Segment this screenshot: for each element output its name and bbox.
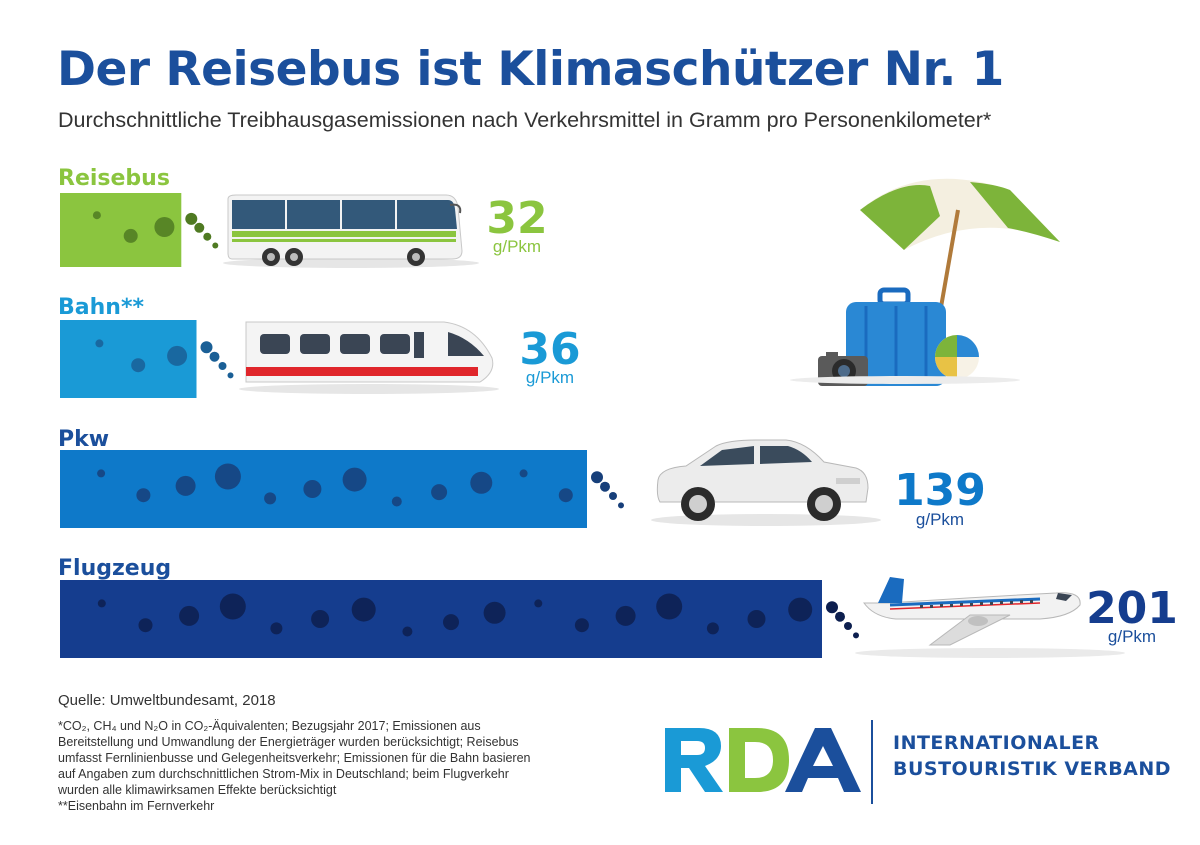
emission-cloud (591, 471, 603, 484)
emission-cloud (97, 599, 106, 608)
emission-cloud (200, 341, 213, 354)
footnote-line: wurden alle klimawirksamen Effekte berüc… (58, 783, 337, 797)
emission-cloud (609, 492, 617, 500)
suitcase-icon (846, 287, 946, 386)
train-icon (239, 321, 499, 394)
emission-cloud (179, 605, 200, 626)
emission-cloud (483, 601, 506, 624)
source-text: Quelle: Umweltbundesamt, 2018 (58, 692, 276, 709)
unit-bahn: g/Pkm (525, 368, 575, 387)
beach-ball-icon (935, 335, 979, 379)
footnote-line: *CO₂, CH₄ und N₂O in CO₂-Äquivalenten; B… (58, 719, 481, 733)
emission-cloud (264, 492, 277, 505)
value-reisebus: 32 (486, 193, 548, 244)
emission-cloud (95, 339, 104, 348)
emission-cloud (656, 593, 683, 620)
unit-reisebus: g/Pkm (492, 237, 542, 256)
organization-name-line1: INTERNATIONALER (893, 732, 1100, 754)
emission-cloud (219, 593, 246, 620)
label-bahn: Bahn** (58, 295, 144, 320)
car-icon (651, 439, 881, 526)
bar-flugzeug (60, 580, 822, 658)
emission-cloud (835, 611, 845, 622)
emission-cloud (470, 471, 493, 494)
organization-name: INTERNATIONALER BUSTOURISTIK VERBAND (893, 730, 1171, 782)
emission-cloud (136, 488, 151, 503)
organization-name-line2: BUSTOURISTIK VERBAND (893, 758, 1172, 780)
page-title: Der Reisebus ist Klimaschützer Nr. 1 (57, 42, 1004, 97)
bars-group (60, 193, 859, 658)
emission-cloud (227, 372, 234, 379)
emission-cloud (154, 217, 175, 237)
rda-logo (665, 728, 861, 792)
emission-cloud (853, 632, 859, 639)
beach-umbrella-icon (860, 178, 1060, 371)
emission-cloud (194, 222, 205, 233)
emission-cloud (558, 488, 573, 503)
emission-cloud (574, 618, 589, 633)
page-subtitle: Durchschnittliche Treibhausgasemissionen… (58, 108, 992, 132)
emission-cloud (618, 502, 624, 509)
bus-icon (223, 194, 479, 268)
emission-cloud (402, 626, 413, 637)
footnote-line: umfasst Fernlinienbusse und Gelegenheits… (58, 751, 531, 765)
bar-pkw (60, 450, 587, 528)
emission-cloud (131, 358, 146, 373)
emission-cloud (212, 242, 219, 249)
label-flugzeug: Flugzeug (58, 556, 172, 581)
unit-pkw: g/Pkm (915, 510, 965, 529)
emission-cloud (123, 228, 138, 243)
emission-cloud (443, 614, 459, 631)
emission-cloud (311, 610, 330, 628)
emission-cloud (209, 351, 220, 362)
emission-cloud (303, 480, 322, 498)
emission-cloud (138, 618, 153, 633)
emission-cloud (351, 597, 376, 622)
emission-cloud (218, 362, 227, 370)
value-pkw: 139 (894, 465, 986, 516)
logo-divider (871, 720, 873, 804)
emission-cloud (167, 345, 188, 366)
emission-cloud (270, 622, 283, 635)
airplane-icon (855, 577, 1125, 658)
emission-cloud (391, 496, 402, 507)
emission-cloud (342, 467, 367, 492)
emission-cloud (519, 469, 528, 478)
emission-cloud (600, 481, 610, 492)
emission-cloud (788, 597, 813, 622)
emission-cloud (203, 232, 212, 241)
emission-cloud (747, 610, 766, 628)
emission-cloud (615, 605, 636, 626)
emission-cloud (431, 484, 448, 501)
label-pkw: Pkw (58, 427, 110, 452)
emission-cloud (706, 622, 719, 635)
emission-cloud (844, 622, 852, 630)
emission-cloud (92, 211, 101, 220)
unit-flugzeug: g/Pkm (1107, 627, 1157, 646)
emission-cloud (185, 212, 198, 225)
footnote-line: auf Angaben zum durchschnittlichen Strom… (58, 767, 509, 781)
label-reisebus: Reisebus (58, 166, 170, 191)
value-flugzeug: 201 (1086, 583, 1178, 634)
value-bahn: 36 (519, 324, 581, 375)
emission-cloud (534, 599, 543, 608)
footnote-line: **Eisenbahn im Fernverkehr (58, 799, 215, 813)
emission-cloud (826, 601, 838, 614)
emission-cloud (175, 475, 196, 496)
emission-cloud (214, 463, 241, 490)
footnote-line: Bereitstellung und Umwandlung der Energi… (58, 735, 519, 749)
emission-cloud (97, 469, 106, 478)
